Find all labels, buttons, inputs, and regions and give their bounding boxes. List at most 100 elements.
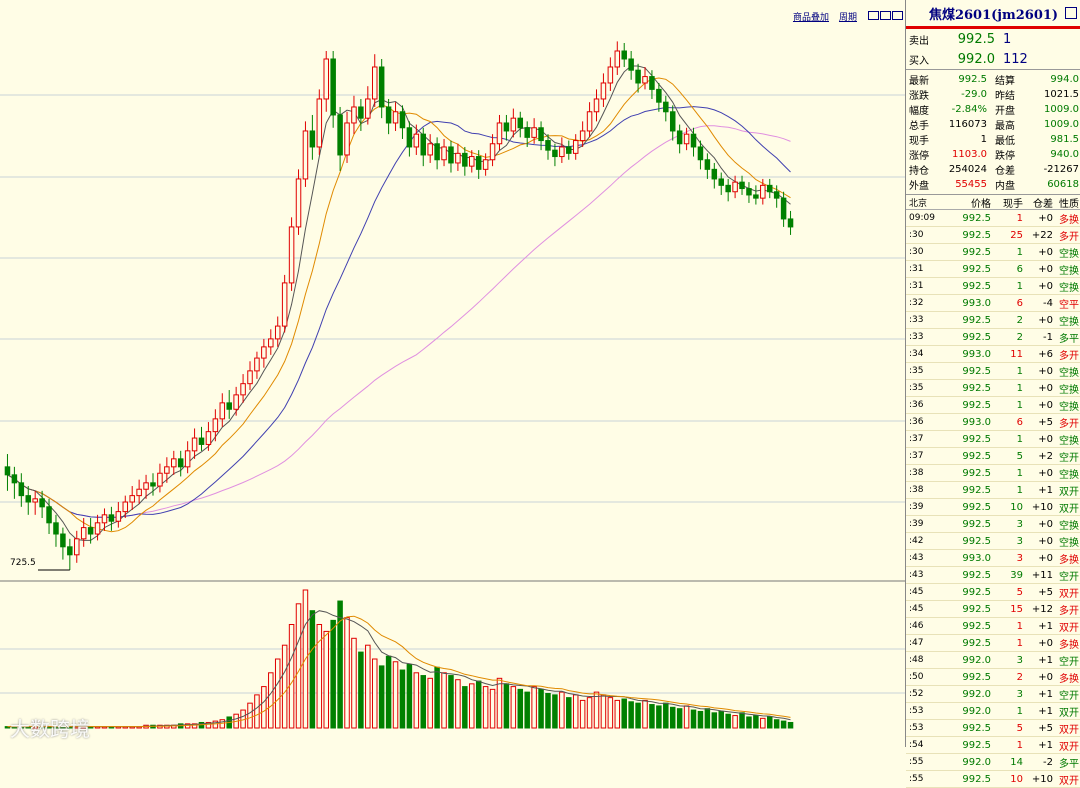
candle-body [164, 466, 170, 474]
tick-row[interactable]: :53 992.0 1 +1 双开 [906, 703, 1080, 720]
stat-row: 外盘 55455 内盘 60618 [906, 177, 1080, 192]
tick-nature: 空平 [1059, 299, 1079, 311]
stat-row: 总手 116073 最高 1009.0 [906, 117, 1080, 132]
tick-row[interactable]: :45 992.5 5 +5 双开 [906, 584, 1080, 601]
tick-row[interactable]: :54 992.5 1 +1 双开 [906, 737, 1080, 754]
tick-oi: -4 [1043, 297, 1053, 309]
volume-bar [566, 697, 572, 729]
tick-row[interactable]: :55 992.0 14 -2 多平 [906, 754, 1080, 771]
tick-row[interactable]: :36 992.5 1 +0 空换 [906, 397, 1080, 414]
tick-row[interactable]: :33 992.5 2 +0 空换 [906, 312, 1080, 329]
tick-row[interactable]: :39 992.5 3 +0 空换 [906, 516, 1080, 533]
tick-row[interactable]: :34 993.0 11 +6 多开 [906, 346, 1080, 363]
volume-bar [676, 708, 683, 729]
tick-nature: 双开 [1059, 741, 1079, 753]
tick-row[interactable]: :50 992.5 2 +0 多换 [906, 669, 1080, 686]
tick-price: 992.5 [962, 467, 991, 479]
stat-row: 幅度 -2.84% 开盘 1009.0 [906, 102, 1080, 117]
tick-row[interactable]: :53 992.5 5 +5 双开 [906, 720, 1080, 737]
candle-body [503, 122, 510, 132]
tick-price: 992.0 [962, 705, 991, 717]
tick-nature: 空换 [1059, 401, 1079, 413]
volume-bar [510, 686, 517, 729]
tick-row[interactable]: :43 992.5 39 +11 空开 [906, 567, 1080, 584]
tick-row[interactable]: :31 992.5 6 +0 空换 [906, 261, 1080, 278]
tick-oi: +2 [1038, 450, 1053, 462]
tick-row[interactable]: :48 992.0 3 +1 空开 [906, 652, 1080, 669]
tick-nature: 空换 [1059, 265, 1079, 277]
tick-oi: +0 [1038, 552, 1053, 564]
volume-bar [704, 708, 711, 729]
stat-label: 总手 [909, 121, 929, 132]
tick-oi: +1 [1038, 620, 1053, 632]
volume-bar [773, 719, 780, 729]
volume-bar [614, 699, 621, 729]
stat-value: 1021.5 [1044, 89, 1079, 100]
window-icon[interactable] [892, 10, 903, 20]
volume-bar [482, 686, 489, 729]
tick-price: 993.0 [962, 297, 991, 309]
tick-row[interactable]: :45 992.5 15 +12 多开 [906, 601, 1080, 618]
stat-value: -29.0 [961, 89, 987, 100]
candle-body [656, 88, 662, 103]
tick-row[interactable]: :35 992.5 1 +0 空换 [906, 380, 1080, 397]
candle-body [607, 66, 614, 84]
candle-body [718, 178, 724, 186]
stat-label: 最高 [995, 121, 1015, 132]
tick-row[interactable]: :30 992.5 25 +22 多开 [906, 227, 1080, 244]
tick-row[interactable]: :55 992.5 10 +10 双开 [906, 771, 1080, 788]
candle-body [358, 106, 364, 119]
tick-list[interactable]: 09:09 992.5 1 +0 多换:30 992.5 25 +22 多开:30 992.5 1 +… [906, 210, 1080, 788]
tick-vol: 15 [1010, 603, 1023, 615]
tick-nature: 双开 [1059, 588, 1079, 600]
candle-body [11, 474, 18, 484]
candle-body [593, 98, 600, 113]
tick-row[interactable]: :39 992.5 10 +10 双开 [906, 499, 1080, 516]
tick-oi: +0 [1038, 314, 1053, 326]
stat-value: -21267 [1043, 164, 1079, 175]
tick-time: :35 [909, 383, 924, 393]
tick-oi: +1 [1038, 739, 1053, 751]
tick-row[interactable]: :38 992.5 1 +0 空换 [906, 465, 1080, 482]
chart-toolbar: 商品叠加 周期 [793, 10, 903, 23]
tick-time: :45 [909, 587, 924, 597]
tick-row[interactable]: :47 992.5 1 +0 多换 [906, 635, 1080, 652]
tick-time: :43 [909, 553, 924, 563]
tick-row[interactable]: :52 992.0 3 +1 空开 [906, 686, 1080, 703]
tick-vol: 3 [1016, 518, 1023, 530]
volume-bar [268, 672, 274, 729]
tick-row[interactable]: :30 992.5 1 +0 空换 [906, 244, 1080, 261]
tick-price: 992.5 [962, 637, 991, 649]
tick-row[interactable]: :46 992.5 1 +1 双开 [906, 618, 1080, 635]
grid-icon[interactable] [880, 10, 891, 20]
overlay-link[interactable]: 商品叠加 [792, 13, 829, 23]
candle-body [330, 58, 336, 116]
volume-bar [725, 713, 731, 729]
tick-price: 992.5 [962, 433, 991, 445]
contract-title: 焦煤2601(jm2601) [906, 0, 1080, 29]
tick-row[interactable]: :33 992.5 2 -1 多平 [906, 329, 1080, 346]
tick-row[interactable]: :37 992.5 5 +2 空开 [906, 448, 1080, 465]
tick-row[interactable]: :32 993.0 6 -4 空平 [906, 295, 1080, 312]
tick-row[interactable]: :36 993.0 6 +5 多开 [906, 414, 1080, 431]
tick-row[interactable]: :42 992.5 3 +0 空换 [906, 533, 1080, 550]
candle-body [455, 152, 461, 164]
tick-row[interactable]: :31 992.5 1 +0 空换 [906, 278, 1080, 295]
tick-time: :37 [909, 451, 924, 461]
layout-icon[interactable] [868, 10, 879, 20]
volume-bar [496, 677, 503, 729]
maximize-icon[interactable] [1065, 7, 1077, 19]
stat-value: 116073 [948, 119, 987, 130]
tick-price: 992.5 [962, 399, 991, 411]
kline-chart-area[interactable]: 商品叠加 周期 725.5 大数跨境 [0, 0, 905, 747]
tick-row[interactable]: 09:09 992.5 1 +0 多换 [906, 210, 1080, 227]
tick-row[interactable]: :37 992.5 1 +0 空换 [906, 431, 1080, 448]
tick-row[interactable]: :38 992.5 1 +1 双开 [906, 482, 1080, 499]
stat-row: 持仓 254024 仓差 -21267 [906, 162, 1080, 177]
tick-row[interactable]: :35 992.5 1 +0 空换 [906, 363, 1080, 380]
candle-body [469, 156, 475, 167]
period-link[interactable]: 周期 [838, 13, 857, 23]
kline-chart[interactable] [0, 0, 905, 747]
volume-bar [621, 698, 627, 729]
tick-row[interactable]: :43 993.0 3 +0 多换 [906, 550, 1080, 567]
